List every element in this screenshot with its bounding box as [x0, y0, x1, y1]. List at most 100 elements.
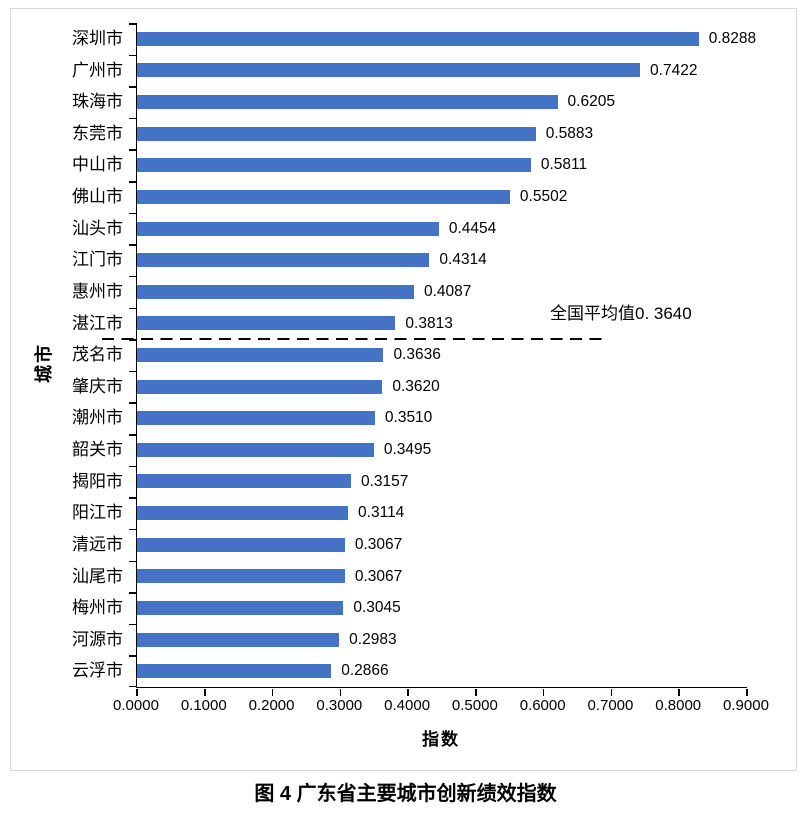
y-axis-tick: [129, 244, 136, 246]
bar-value-label: 0.5883: [545, 124, 594, 142]
category-label: 汕尾市: [72, 566, 123, 586]
bar: [137, 31, 699, 46]
bar: [137, 189, 510, 204]
category-label: 广州市: [72, 60, 123, 80]
x-axis-tick: [610, 688, 613, 696]
y-axis-tick: [129, 497, 136, 499]
x-axis-tick-label: 0.9000: [723, 697, 769, 714]
x-axis-tick-label: 0.6000: [519, 697, 566, 714]
bar-value-label: 0.2983: [349, 630, 397, 648]
y-axis-tick: [129, 117, 136, 120]
x-axis-tick: [407, 688, 409, 696]
y-axis-tick: [129, 560, 136, 563]
y-axis-tick: [129, 370, 136, 373]
x-axis-tick: [339, 688, 342, 696]
category-label: 茂名市: [72, 345, 123, 365]
y-axis-tick: [129, 685, 136, 687]
bar: [137, 316, 396, 331]
bar-value-label: 0.5502: [519, 188, 568, 206]
bar: [137, 506, 349, 521]
y-axis-tick: [129, 149, 136, 151]
category-label: 惠州市: [72, 281, 123, 301]
category-label: 深圳市: [72, 29, 123, 48]
x-axis-tick-label: 0.1000: [180, 697, 227, 714]
category-label: 肇庆市: [72, 376, 123, 396]
y-axis-tick: [129, 181, 136, 183]
x-axis-title: 指数: [422, 730, 460, 749]
category-label: 中山市: [72, 155, 123, 175]
bar-value-label: 0.7422: [650, 61, 698, 79]
y-axis-tick: [129, 86, 136, 88]
bar-value-label: 0.8288: [708, 30, 757, 47]
category-label: 湛江市: [72, 313, 123, 333]
bar-value-label: 0.5811: [540, 156, 588, 174]
x-axis-tick-label: 0.8000: [655, 697, 702, 714]
x-axis-tick: [678, 688, 680, 696]
y-axis-tick: [129, 592, 136, 594]
x-axis-tick: [475, 688, 477, 696]
category-label: 江门市: [72, 250, 123, 270]
category-label: 清远市: [72, 534, 123, 554]
bar: [137, 664, 332, 679]
national-average-label: 全国平均值0. 3640: [550, 304, 692, 323]
x-axis-tick-label: 0.3000: [316, 697, 363, 714]
bar: [137, 126, 536, 141]
x-axis-tick-label: 0.5000: [451, 697, 498, 714]
x-axis-tick-labels: 0.0000 0.1000 0.2000 0.3000 0.4000 0.5000 0.60…: [113, 697, 769, 717]
bar: [137, 158, 531, 173]
bar: [137, 348, 384, 362]
x-axis-tick: [746, 688, 748, 696]
bar-value-label: 0.3636: [393, 346, 441, 364]
bar: [137, 442, 374, 457]
bar-value-label: 0.4454: [448, 219, 497, 237]
x-axis-tick: [271, 688, 274, 696]
bar-value-label: 0.3157: [360, 472, 409, 490]
x-axis-tick: [542, 688, 545, 696]
x-axis-tick-label: 0.4000: [384, 697, 431, 714]
y-axis-tick: [129, 212, 136, 215]
category-label: 阳江市: [72, 503, 123, 523]
y-axis-tick: [129, 339, 136, 341]
category-label: 梅州市: [72, 598, 123, 618]
bar-value-label: 0.3045: [353, 599, 401, 617]
category-label: 珠海市: [72, 92, 123, 112]
category-label: 云浮市: [72, 661, 123, 681]
plot-area: 全国平均值0. 3640 0.8288 0.7422 0.6205 0.5883 0.5…: [102, 23, 756, 696]
x-axis-tick-label: 0.2000: [248, 697, 295, 714]
y-axis-tick: [129, 23, 136, 25]
bar: [137, 95, 558, 110]
y-axis-tick: [129, 275, 136, 278]
category-label: 河源市: [72, 629, 123, 649]
category-label: 佛山市: [72, 187, 123, 207]
bar: [137, 284, 414, 299]
bar: [137, 569, 345, 584]
bar: [137, 253, 430, 268]
bar-value-label: 0.3495: [383, 441, 432, 459]
bar-value-label: 0.6205: [567, 93, 615, 111]
y-axis-tick: [129, 623, 136, 626]
y-axis-tick: [129, 655, 136, 657]
y-axis-tick: [129, 528, 136, 531]
bar: [137, 221, 439, 236]
category-label: 韶关市: [72, 440, 123, 460]
bar-value-label: 0.4087: [424, 282, 472, 300]
y-axis-tick: [129, 402, 136, 404]
bar-value-label: 0.3813: [405, 314, 453, 332]
bar: [137, 537, 345, 552]
figure-caption: 图 4 广东省主要城市创新绩效指数: [254, 783, 557, 805]
bar: [137, 474, 351, 489]
bar: [137, 632, 340, 647]
bar-value-label: 0.3510: [384, 409, 433, 427]
bar: [137, 379, 383, 394]
x-axis-tick: [136, 688, 138, 696]
bar: [137, 411, 375, 426]
x-axis-tick: [204, 688, 206, 696]
bar-value-label: 0.3620: [392, 377, 440, 395]
y-axis-tick: [129, 54, 136, 57]
x-axis-tick-label: 0.7000: [587, 697, 634, 714]
bar-value-label: 0.3114: [358, 504, 405, 522]
y-axis-tick: [129, 465, 136, 468]
y-axis-tick: [129, 307, 136, 310]
chart-frame: 城市 深圳市 广州市 珠海市 东莞市 中山市 佛山市 汕头市 江门市 惠州市 湛江市 茂名市 肇庆市潮…: [10, 8, 797, 771]
bar-value-label: 0.2866: [341, 662, 389, 680]
